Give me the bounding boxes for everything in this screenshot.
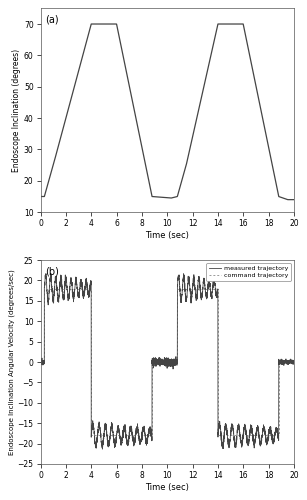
- Y-axis label: Endoscope Inclination (degrees): Endoscope Inclination (degrees): [12, 48, 21, 172]
- X-axis label: Time (sec): Time (sec): [145, 231, 189, 240]
- Legend: measured trajectory, command trajectory: measured trajectory, command trajectory: [206, 263, 291, 281]
- Text: (b): (b): [46, 266, 60, 276]
- X-axis label: Time (sec): Time (sec): [145, 482, 189, 492]
- Y-axis label: Endoscope Inclination Angular Velocity (degrees/sec): Endoscope Inclination Angular Velocity (…: [8, 269, 15, 455]
- Text: (a): (a): [46, 14, 59, 24]
